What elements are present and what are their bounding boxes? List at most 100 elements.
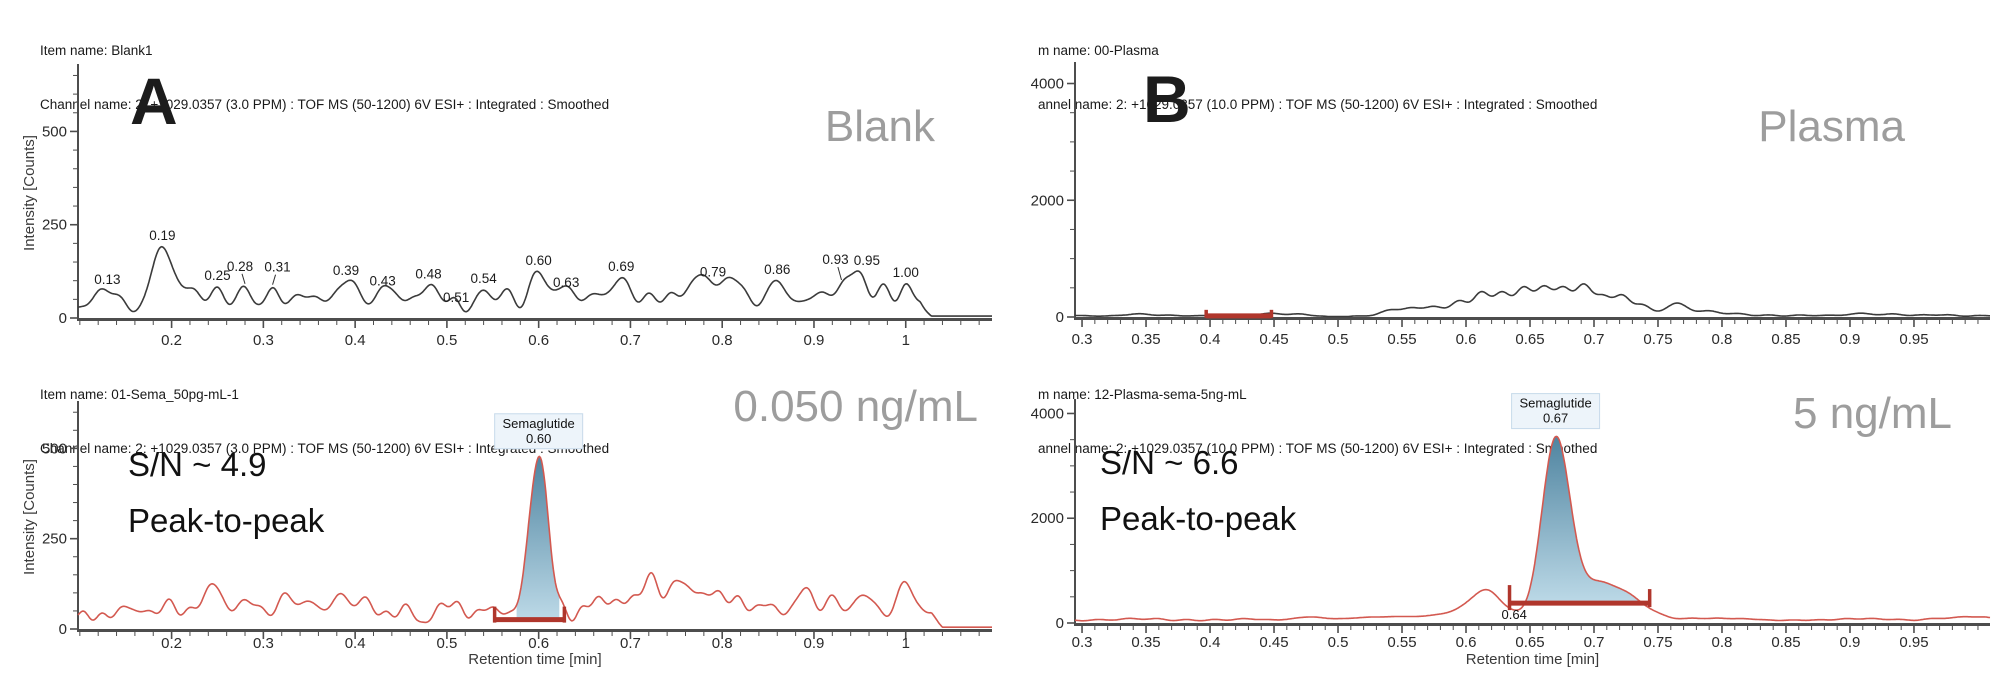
channel-name-label: Channel name: 2: +1029.0357 (3.0 PPM) : …	[40, 97, 610, 112]
peak-label-leader	[272, 274, 277, 285]
x-tick-label: 0.35	[1131, 634, 1160, 651]
panel-letter-a: A	[130, 64, 178, 138]
trace-plasma-blank	[1074, 283, 1990, 318]
item-name-label: Item name: Blank1	[40, 43, 153, 58]
sn-annotation: S/N ~ 4.9 Peak-to-peak	[128, 437, 324, 549]
channel-name-label: annel name: 2: +1029.0357 (10.0 PPM) : T…	[1038, 441, 1598, 456]
peak-rt-label: 1.00	[893, 265, 919, 280]
y-tick-label: 500	[42, 123, 67, 140]
item-name-label: m name: 12-Plasma-sema-5ng-mL	[1038, 387, 1247, 402]
x-tick-label: 1	[902, 635, 910, 652]
integration-baseline	[492, 606, 567, 623]
peak-rt-label: 0.60	[526, 253, 552, 268]
peak-rt-label: 0.63	[553, 275, 579, 290]
panel-header: Item name: 01-Sema_50pg-mL-1 Channel nam…	[40, 350, 609, 494]
chromatogram-plot-plasma-blank: 0.3 0.35 0.4 0.45 0.5 0.55 0.6 0.65 0.7 0.75 0.8 0.…	[1031, 62, 1990, 347]
chromatogram-plot-blank: 0.2 0.3 0.4 0.5 0.6 0.7 0.8 0.9 1 0 250 500Intensit…	[21, 64, 992, 347]
peak-rt-label: 0.19	[149, 228, 175, 243]
trace-plasma-sema-5ng	[1074, 435, 1991, 622]
integration-baseline: 0.64	[1502, 585, 1652, 622]
x-tick-label: 0.75	[1643, 634, 1672, 651]
y-tick-label: 4000	[1031, 76, 1064, 93]
x-tick-label: 0.45	[1259, 634, 1288, 651]
x-tick-label: 0.35	[1131, 331, 1160, 347]
x-tick-label: 0.65	[1515, 634, 1544, 651]
x-tick-label: 0.6	[528, 332, 549, 347]
x-tick-label: 0.3	[1072, 634, 1093, 651]
peak-fill	[516, 456, 560, 620]
x-tick-label: 0.8	[712, 635, 733, 652]
compound-rt: 0.60	[526, 431, 551, 446]
x-tick-label: 0.7	[620, 635, 641, 652]
x-tick-label: 0.2	[161, 332, 182, 347]
axes: 0.3 0.35 0.4 0.45 0.5 0.55 0.6 0.65 0.7 0.75 0.8 0.…	[1031, 399, 1990, 651]
x-tick-label: 0.2	[161, 635, 182, 652]
peak-rt-label: 0.51	[443, 290, 469, 305]
panel-header: m name: 12-Plasma-sema-5ng-mL annel name…	[1038, 350, 1597, 494]
x-tick-label: 0.8	[712, 332, 733, 347]
x-tick-label: 0.9	[804, 332, 825, 347]
x-tick-label: 0.95	[1899, 331, 1928, 347]
peak-rt-label: 0.39	[333, 263, 359, 278]
trace-sema-50pg	[77, 455, 992, 628]
x-tick-label: 0.4	[1200, 634, 1221, 651]
y-axis-title: Intensity [Counts]	[21, 459, 38, 575]
peak-rt-label: 0.13	[94, 272, 120, 287]
x-tick-label: 0.85	[1771, 331, 1800, 347]
x-axis-title: Retention time [min]	[468, 651, 601, 668]
peak-rt-label: 0.93	[822, 252, 848, 267]
peak-rt-label: 0.54	[470, 271, 497, 286]
x-tick-label: 0.55	[1387, 634, 1416, 651]
peak-label-leader	[241, 273, 246, 284]
x-tick-label: 0.3	[253, 635, 274, 652]
x-tick-label: 0.5	[436, 635, 457, 652]
y-tick-label: 4000	[1031, 405, 1064, 422]
peak-rt-label: 0.25	[204, 268, 230, 283]
peak-rt-label: 0.79	[700, 265, 726, 280]
integration-baseline	[1204, 309, 1274, 319]
peak-rt-label: 0.86	[764, 262, 790, 277]
y-tick-label: 2000	[1031, 192, 1064, 209]
x-tick-label: 0.85	[1771, 634, 1800, 651]
item-name-label: Item name: 01-Sema_50pg-mL-1	[40, 387, 239, 402]
channel-name-label: annel name: 2: +1029.0357 (10.0 PPM) : T…	[1038, 97, 1598, 112]
peak-fill	[1515, 436, 1642, 604]
sample-label-plasma: Plasma	[1758, 102, 1905, 151]
x-tick-label: 0.9	[804, 635, 825, 652]
chromatogram-plot-sema-50pg: 0.2 0.3 0.4 0.5 0.6 0.7 0.8 0.9 1 0 250 500 Retentio…	[21, 401, 992, 668]
sn-value-line: S/N ~ 6.6	[1100, 444, 1239, 481]
x-tick-label: 0.6	[528, 635, 549, 652]
y-tick-label: 2000	[1031, 510, 1064, 527]
x-tick-label: 0.6	[1456, 331, 1477, 347]
sample-label-blank: Blank	[824, 102, 935, 151]
peak-rt-label: 0.28	[227, 259, 253, 274]
sn-annotation: S/N ~ 6.6 Peak-to-peak	[1100, 435, 1296, 547]
sn-method-line: Peak-to-peak	[1100, 500, 1297, 537]
sample-label-50pg: 0.050 ng/mL	[733, 382, 978, 431]
panel-blank: Item name: Blank1 Channel name: 2: +1029…	[0, 0, 1000, 347]
panel-plasma-blank: m name: 00-Plasma annel name: 2: +1029.0…	[1000, 0, 2000, 347]
sn-value-line: S/N ~ 4.9	[128, 446, 267, 483]
x-tick-label: 1	[902, 332, 910, 347]
x-tick-label: 0.95	[1899, 634, 1928, 651]
x-tick-label: 0.5	[436, 332, 457, 347]
x-tick-label: 0.9	[1840, 634, 1861, 651]
x-tick-label: 0.4	[1200, 331, 1221, 347]
y-axis-title: Intensity [Counts]	[21, 135, 38, 251]
x-tick-label: 0.5	[1328, 331, 1349, 347]
integration-rt-label: 0.64	[1502, 607, 1527, 622]
peak-label-leader	[837, 266, 842, 281]
x-tick-label: 0.45	[1259, 331, 1288, 347]
x-tick-label: 0.7	[1584, 634, 1605, 651]
y-tick-label: 500	[42, 440, 67, 457]
panel-letter-b: B	[1143, 62, 1191, 136]
compound-name: Semaglutide	[503, 416, 575, 431]
sn-method-line: Peak-to-peak	[128, 502, 325, 539]
x-tick-label: 0.9	[1840, 331, 1861, 347]
y-tick-label: 250	[42, 217, 67, 234]
y-tick-label: 0	[1056, 615, 1064, 632]
peak-rt-label: 0.48	[415, 267, 441, 282]
chromatogram-plot-plasma-sema-5ng: 0.3 0.35 0.4 0.45 0.5 0.55 0.6 0.65 0.7 0.75 0.8 0.…	[1031, 393, 1991, 668]
